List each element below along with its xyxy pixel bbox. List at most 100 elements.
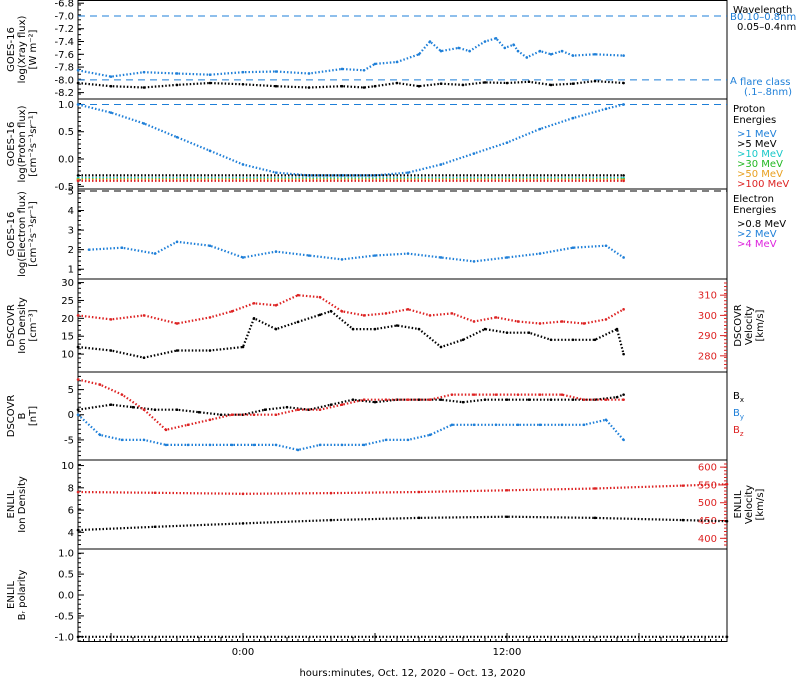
y-tick-label: -7.2: [54, 24, 74, 35]
data-point: [494, 316, 498, 319]
y-tick-label: -6.8: [54, 0, 74, 10]
data-point: [406, 438, 410, 442]
y-tick-label: 0.5: [58, 127, 74, 138]
data-point: [725, 519, 729, 523]
data-point: [439, 49, 443, 53]
y-tick-label: 8: [68, 483, 74, 494]
data-point: [164, 428, 168, 432]
data-point: [582, 423, 586, 427]
legend-entry: By: [733, 408, 744, 421]
y-tick-label: 0.5: [58, 570, 74, 581]
data-point: [340, 443, 344, 447]
data-point: [622, 308, 625, 311]
data-point: [384, 438, 388, 442]
data-point: [417, 84, 421, 88]
data-point: [582, 322, 586, 325]
data-point: [98, 433, 102, 437]
data-point: [472, 393, 476, 396]
data-point: [208, 81, 212, 85]
right-y-tick-label: 500: [698, 498, 717, 509]
data-point: [164, 443, 168, 447]
legend-entry: >5 MeV: [737, 139, 777, 150]
data-point: [76, 174, 80, 177]
data-point: [373, 254, 377, 257]
series-line: [77, 483, 728, 495]
data-point: [274, 171, 278, 174]
plot-frame: [77, 0, 728, 642]
data-point: [560, 423, 564, 427]
data-point: [362, 398, 366, 401]
data-point: [505, 398, 509, 401]
data-point: [307, 72, 311, 75]
data-point: [362, 68, 366, 72]
data-point: [241, 83, 245, 86]
data-point: [76, 103, 80, 106]
data-point: [505, 256, 509, 259]
data-point: [175, 408, 179, 412]
legend-entry: >1 MeV: [737, 129, 777, 140]
data-point: [615, 327, 619, 331]
reference-caption: flare class: [740, 77, 790, 88]
legend-title: Proton: [733, 104, 765, 115]
data-point: [571, 82, 575, 85]
data-point: [417, 398, 421, 401]
data-point: [384, 398, 388, 401]
data-point: [76, 490, 80, 494]
data-point: [549, 52, 553, 56]
right-y-axis-label: DSCOVR: [733, 304, 744, 347]
y-tick-label: 10: [61, 350, 74, 361]
data-point: [208, 316, 212, 319]
data-point: [76, 378, 80, 381]
data-point: [516, 393, 520, 396]
data-point: [98, 383, 102, 386]
data-point: [406, 171, 410, 174]
x-tick-label: 12:00: [493, 647, 522, 658]
data-point: [406, 252, 410, 255]
data-point: [538, 393, 542, 396]
data-point: [142, 86, 146, 89]
data-point: [571, 398, 575, 401]
data-point: [494, 423, 498, 427]
data-point: [252, 317, 256, 320]
y-axis-label: Ion Density: [17, 297, 28, 354]
data-point: [76, 408, 80, 412]
data-point: [76, 528, 80, 532]
y-axis-label: GOES-16: [6, 27, 17, 72]
data-point: [186, 443, 190, 447]
y-tick-label: 20: [61, 314, 74, 325]
right-y-axis-label: Velocity: [744, 306, 755, 345]
right-y-tick-label: 290: [698, 331, 717, 342]
data-point: [384, 312, 388, 315]
y-axis-label: [W m⁻²]: [28, 29, 39, 69]
data-point: [483, 327, 487, 331]
data-point: [241, 70, 245, 74]
series-line: [77, 378, 624, 431]
data-point: [439, 256, 443, 259]
data-point: [351, 398, 355, 401]
data-point: [439, 163, 443, 166]
right-y-tick-label: 550: [698, 480, 717, 491]
data-point: [241, 522, 245, 525]
data-point: [120, 393, 124, 396]
y-tick-label: 4: [68, 528, 74, 539]
data-point: [296, 408, 300, 412]
data-point: [472, 423, 476, 427]
data-point: [252, 443, 256, 447]
data-point: [362, 443, 366, 447]
data-point: [307, 86, 311, 89]
legend-subscript: x: [740, 396, 744, 404]
data-point: [318, 408, 322, 412]
data-point: [362, 314, 366, 317]
data-point: [560, 320, 564, 323]
y-tick-label: 2: [68, 245, 74, 256]
data-point: [450, 312, 454, 315]
series-line: [77, 79, 624, 89]
data-point: [153, 252, 157, 255]
y-tick-label: 6: [68, 506, 74, 517]
data-point: [439, 345, 443, 349]
data-point: [450, 393, 454, 396]
data-point: [296, 320, 300, 324]
data-point: [351, 327, 355, 331]
data-point: [307, 254, 311, 257]
